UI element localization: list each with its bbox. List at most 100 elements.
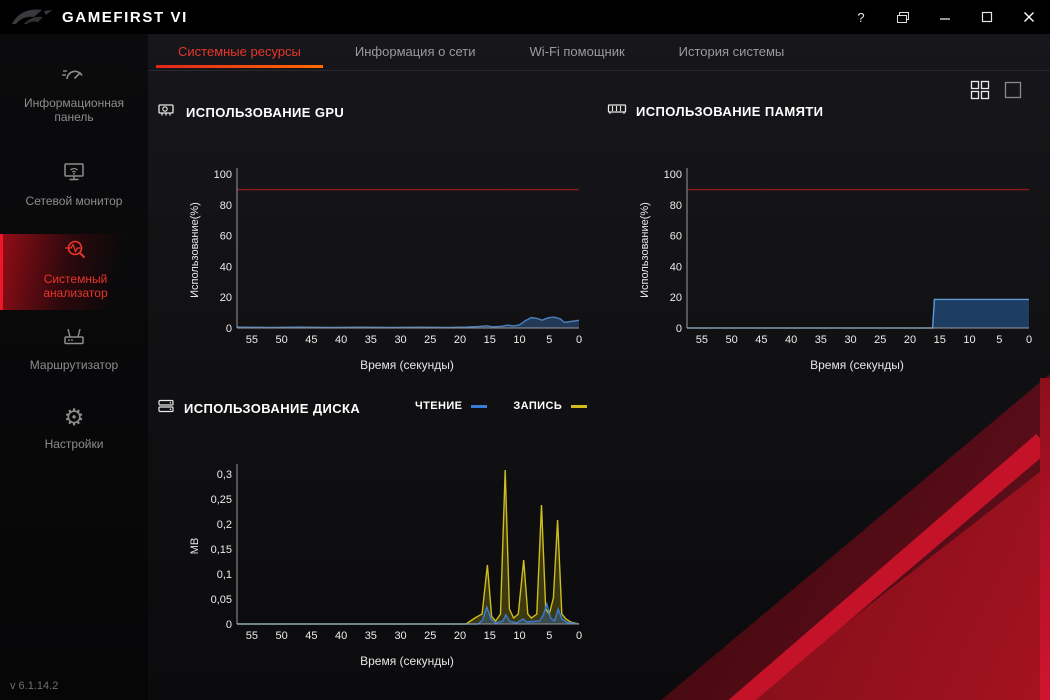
help-button[interactable]: ? xyxy=(857,9,865,25)
svg-text:20: 20 xyxy=(670,292,682,304)
single-view-icon[interactable] xyxy=(1004,80,1022,100)
legend-label-write: ЗАПИСЬ xyxy=(513,400,563,412)
svg-text:30: 30 xyxy=(844,334,856,346)
popout-windows-button[interactable] xyxy=(894,8,912,26)
rog-logo xyxy=(10,4,54,30)
memory-icon xyxy=(607,102,627,121)
sidebar: Информационная панель Сетевой монитор xyxy=(0,34,148,700)
disk-x-axis-title: Время (секунды) xyxy=(360,654,454,668)
svg-text:20: 20 xyxy=(220,292,232,304)
legend-item-write: ЗАПИСЬ xyxy=(513,400,588,412)
sidebar-item-system-analyzer[interactable]: Системный анализатор xyxy=(0,234,148,310)
sidebar-item-network-monitor[interactable]: Сетевой монитор xyxy=(0,156,148,218)
app-title: GAMEFIRST VI xyxy=(62,8,188,26)
svg-text:15: 15 xyxy=(934,334,946,346)
disk-icon xyxy=(157,398,175,419)
svg-text:40: 40 xyxy=(670,261,682,273)
svg-text:20: 20 xyxy=(454,630,466,642)
sidebar-item-dashboard[interactable]: Информационная панель xyxy=(0,58,148,134)
svg-text:40: 40 xyxy=(220,261,232,273)
svg-text:25: 25 xyxy=(424,630,436,642)
gpu-usage-header: ИСПОЛЬЗОВАНИЕ GPU xyxy=(155,96,615,123)
view-toggles xyxy=(970,80,1022,100)
svg-text:20: 20 xyxy=(454,334,466,346)
svg-text:0,15: 0,15 xyxy=(211,544,232,556)
svg-text:35: 35 xyxy=(815,334,827,346)
svg-text:0: 0 xyxy=(1026,334,1032,346)
svg-text:40: 40 xyxy=(335,630,347,642)
svg-text:50: 50 xyxy=(275,630,287,642)
memory-y-axis-title: Использование(%) xyxy=(639,202,651,298)
svg-text:0,05: 0,05 xyxy=(211,594,232,606)
memory-x-axis-title: Время (секунды) xyxy=(810,358,904,372)
maximize-button[interactable] xyxy=(978,8,996,26)
disk-usage-header: ИСПОЛЬЗОВАНИЕ ДИСКА xyxy=(155,392,615,419)
gpu-usage-panel: ИСПОЛЬЗОВАНИЕ GPU Использование(%) 55 50 4… xyxy=(155,96,615,392)
svg-text:15: 15 xyxy=(484,334,496,346)
svg-text:0: 0 xyxy=(226,323,232,335)
svg-text:5: 5 xyxy=(996,334,1002,346)
svg-text:35: 35 xyxy=(365,334,377,346)
svg-text:100: 100 xyxy=(664,169,682,181)
svg-text:0,1: 0,1 xyxy=(217,569,232,581)
svg-text:30: 30 xyxy=(394,334,406,346)
svg-text:0,2: 0,2 xyxy=(217,519,232,531)
svg-text:15: 15 xyxy=(484,630,496,642)
svg-text:45: 45 xyxy=(755,334,767,346)
svg-text:55: 55 xyxy=(246,630,258,642)
sidebar-item-label: Сетевой монитор xyxy=(25,194,123,208)
svg-text:50: 50 xyxy=(275,334,287,346)
tab-separator xyxy=(148,70,1050,71)
svg-text:10: 10 xyxy=(963,334,975,346)
sidebar-item-router[interactable]: Маршрутизатор xyxy=(0,320,148,382)
svg-text:25: 25 xyxy=(424,334,436,346)
svg-text:60: 60 xyxy=(670,231,682,243)
svg-text:0: 0 xyxy=(576,334,582,346)
network-monitor-icon xyxy=(61,160,87,187)
dashboard-icon xyxy=(61,62,87,89)
system-analyzer-icon xyxy=(63,238,89,265)
svg-text:30: 30 xyxy=(394,630,406,642)
write-color-swatch xyxy=(571,404,588,408)
svg-text:55: 55 xyxy=(696,334,708,346)
router-icon xyxy=(61,324,87,351)
close-button[interactable] xyxy=(1020,8,1038,26)
tab-bar: Системные ресурсы Информация о сети Wi-F… xyxy=(156,44,806,68)
sidebar-item-label: Информационная панель xyxy=(23,96,125,124)
tab-system-history[interactable]: История системы xyxy=(678,44,785,59)
svg-text:40: 40 xyxy=(785,334,797,346)
svg-text:0: 0 xyxy=(226,619,232,631)
tab-system-resources[interactable]: Системные ресурсы xyxy=(156,44,323,68)
sidebar-item-label: Системный анализатор xyxy=(43,272,108,300)
svg-text:55: 55 xyxy=(246,334,258,346)
memory-usage-header: ИСПОЛЬЗОВАНИЕ ПАМЯТИ xyxy=(605,96,1050,121)
sidebar-item-label: Маршрутизатор xyxy=(29,358,119,372)
chart-title: ИСПОЛЬЗОВАНИЕ ПАМЯТИ xyxy=(636,104,824,119)
grid-view-icon[interactable] xyxy=(970,80,990,100)
svg-text:60: 60 xyxy=(220,231,232,243)
bg-art-red-edge xyxy=(1040,378,1050,700)
window-controls: ? xyxy=(852,0,1038,34)
svg-text:0,3: 0,3 xyxy=(217,469,232,481)
app-version: v 6.1.14.2 xyxy=(10,680,59,692)
svg-text:0,25: 0,25 xyxy=(211,494,232,506)
disk-legend: ЧТЕНИЕ ЗАПИСЬ xyxy=(415,400,588,412)
svg-text:0: 0 xyxy=(676,323,682,335)
svg-text:10: 10 xyxy=(513,630,525,642)
main-content xyxy=(148,34,1050,700)
svg-text:5: 5 xyxy=(546,630,552,642)
sidebar-item-settings[interactable]: ⚙ Настройки xyxy=(0,402,148,461)
svg-text:0: 0 xyxy=(576,630,582,642)
svg-text:20: 20 xyxy=(904,334,916,346)
svg-text:25: 25 xyxy=(874,334,886,346)
tab-network-info[interactable]: Информация о сети xyxy=(354,44,476,59)
svg-text:80: 80 xyxy=(220,200,232,212)
svg-text:100: 100 xyxy=(214,169,232,181)
tab-wifi-assistant[interactable]: Wi-Fi помощник xyxy=(529,44,625,59)
minimize-button[interactable] xyxy=(936,8,954,26)
legend-item-read: ЧТЕНИЕ xyxy=(415,400,488,412)
svg-text:5: 5 xyxy=(546,334,552,346)
disk-usage-chart: 55 50 45 40 35 30 25 20 15 10 5 00,30,250,20,150,10… xyxy=(211,464,582,642)
